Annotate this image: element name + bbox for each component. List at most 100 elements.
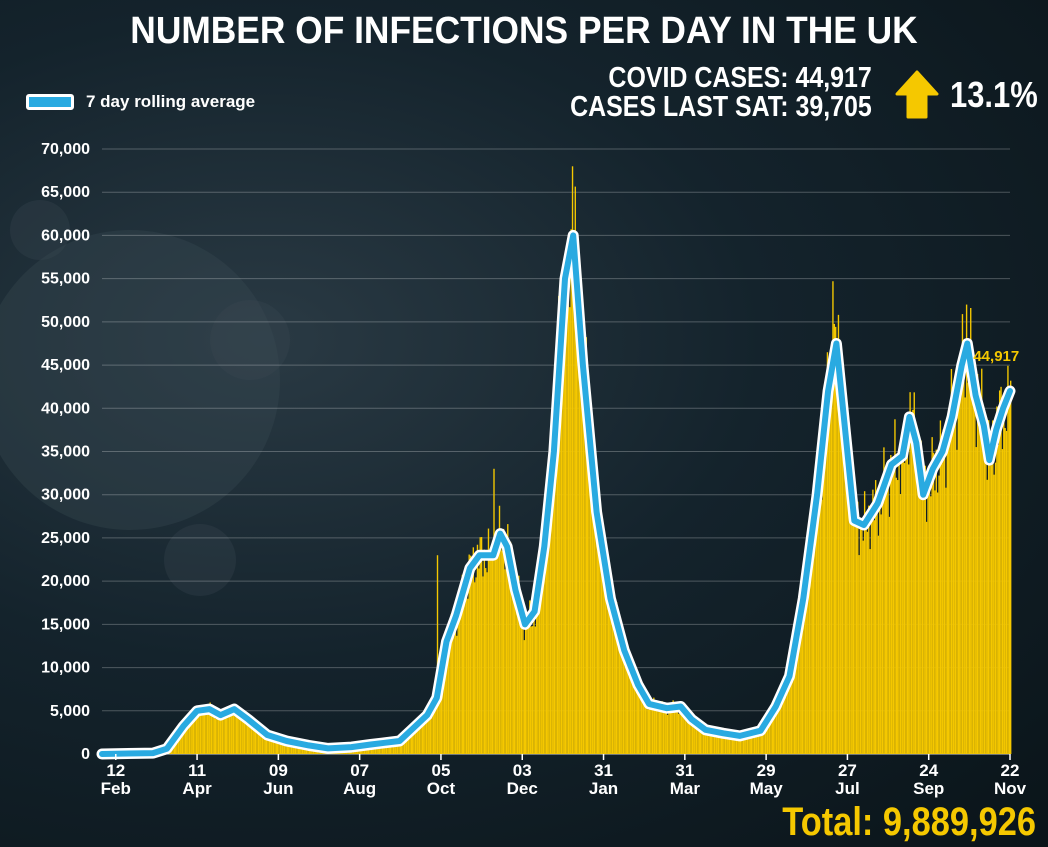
daily-case-bar — [450, 613, 452, 754]
daily-case-bar — [814, 511, 816, 754]
daily-case-bar — [839, 407, 841, 754]
daily-case-bar — [938, 475, 940, 754]
daily-case-bar — [490, 549, 492, 754]
daily-case-bar — [673, 710, 676, 754]
daily-case-bar — [224, 712, 227, 754]
rolling-average-line — [96, 229, 1016, 760]
y-tick-label: 30,000 — [41, 487, 90, 504]
daily-case-bar — [199, 712, 202, 754]
daily-case-bar — [854, 523, 856, 754]
virus-spike — [164, 524, 236, 596]
daily-case-bar — [879, 490, 881, 754]
daily-case-bar — [978, 407, 980, 754]
daily-case-bar — [274, 737, 276, 754]
daily-case-bar — [647, 709, 650, 754]
daily-case-bar — [695, 724, 698, 754]
daily-case-bar — [513, 575, 516, 754]
x-tick-month: Mar — [670, 779, 701, 798]
daily-case-bar — [230, 712, 232, 754]
daily-case-bar — [412, 726, 414, 754]
daily-case-bar — [278, 738, 280, 754]
daily-case-bar — [660, 706, 662, 754]
daily-case-bar — [928, 468, 931, 754]
daily-case-bar — [646, 695, 648, 754]
daily-case-bar — [587, 418, 589, 754]
daily-case-bar — [577, 264, 579, 754]
daily-case-bar — [520, 608, 523, 754]
daily-case-bar — [446, 636, 448, 754]
daily-case-bar — [595, 506, 597, 754]
daily-case-bar — [239, 707, 242, 754]
daily-case-bar — [209, 702, 211, 754]
daily-case-bar — [888, 516, 891, 754]
daily-case-bar — [943, 431, 946, 754]
daily-case-bar — [566, 252, 568, 754]
daily-case-bar — [486, 572, 488, 754]
daily-case-bar — [421, 721, 424, 754]
daily-case-bar — [970, 307, 972, 754]
daily-case-bar — [829, 391, 831, 754]
daily-case-bar — [468, 554, 470, 754]
daily-case-bar — [916, 440, 918, 754]
daily-case-bar — [848, 454, 851, 754]
daily-case-bar — [755, 730, 757, 754]
daily-case-bar — [850, 499, 852, 754]
x-tick-month: Dec — [507, 779, 538, 798]
daily-case-bar — [756, 733, 758, 754]
daily-case-bar — [279, 738, 282, 754]
x-tick-month: Apr — [182, 779, 212, 798]
percent-change: 13.1% — [950, 74, 1038, 115]
daily-case-bar — [427, 714, 429, 754]
x-tick-day: 31 — [594, 761, 613, 780]
daily-case-bar — [485, 568, 487, 754]
daily-case-bar — [515, 598, 517, 754]
daily-case-bar — [676, 706, 678, 754]
daily-case-bar — [391, 742, 393, 754]
daily-case-bar — [807, 540, 809, 754]
daily-case-bar — [589, 429, 592, 754]
daily-case-bar — [259, 726, 261, 754]
daily-case-bar — [479, 537, 481, 754]
daily-case-bar — [471, 573, 473, 754]
daily-case-bar — [559, 333, 561, 754]
cases-last-sat-stat: CASES LAST SAT: 39,705 — [570, 91, 872, 123]
daily-case-bar — [733, 734, 735, 754]
daily-case-bar — [637, 683, 640, 754]
daily-case-bar — [880, 514, 882, 754]
daily-case-bar — [611, 590, 614, 754]
daily-case-bar — [935, 449, 937, 754]
daily-case-bar — [731, 733, 734, 754]
daily-case-bar — [631, 659, 633, 754]
daily-case-bar — [716, 732, 718, 754]
daily-case-bar — [254, 724, 257, 754]
daily-case-bar — [180, 730, 182, 754]
daily-case-bar — [724, 732, 727, 754]
daily-case-bar — [275, 738, 277, 754]
daily-case-bar — [424, 715, 426, 754]
daily-case-bar — [770, 710, 772, 754]
daily-case-bar — [598, 529, 600, 754]
daily-case-bar — [487, 528, 490, 754]
daily-case-bar — [221, 716, 224, 754]
daily-case-bar — [643, 694, 645, 754]
daily-case-bar — [1001, 449, 1004, 754]
daily-case-bar — [982, 451, 984, 754]
daily-case-bar — [253, 725, 255, 754]
daily-case-bar — [540, 562, 542, 754]
daily-case-bar — [965, 304, 968, 754]
daily-case-bar — [665, 708, 667, 754]
daily-case-bar — [508, 561, 510, 754]
daily-case-bar — [635, 671, 637, 754]
daily-case-bar — [833, 323, 836, 754]
daily-case-bar — [423, 716, 425, 754]
daily-case-bar — [615, 602, 618, 754]
daily-case-bar — [628, 670, 630, 754]
daily-case-bar — [603, 547, 605, 754]
up-arrow-icon — [895, 70, 939, 119]
daily-case-bar — [868, 505, 870, 754]
daily-case-bar — [684, 714, 687, 754]
daily-case-bar — [823, 436, 826, 754]
daily-case-bar — [942, 429, 944, 754]
x-tick-day: 24 — [919, 761, 938, 780]
daily-case-bar — [592, 458, 594, 754]
